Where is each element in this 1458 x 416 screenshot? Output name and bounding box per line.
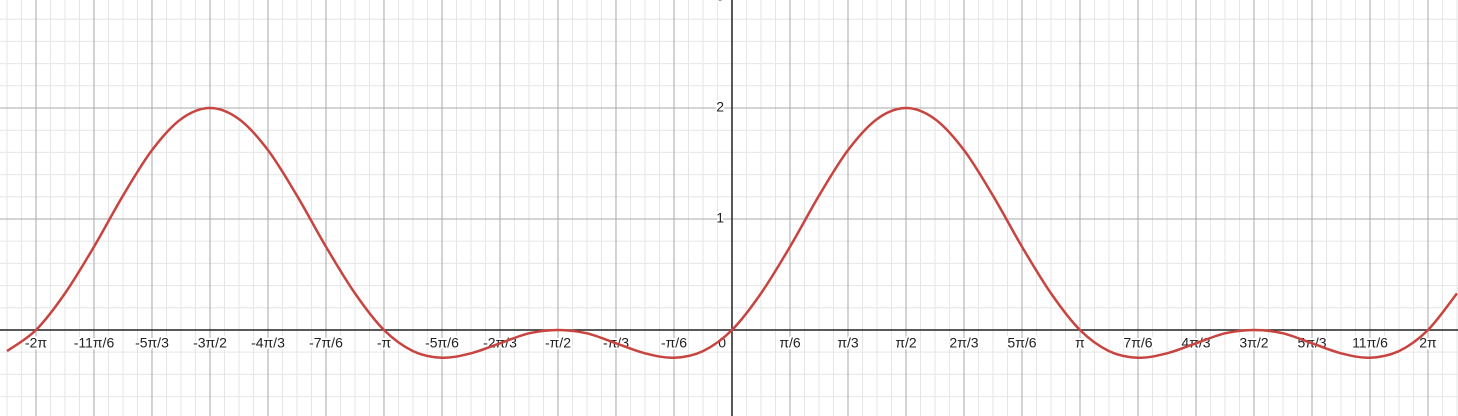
x-tick-label: π/2 [895, 335, 917, 351]
x-tick-label: 2π/3 [949, 335, 978, 351]
x-tick-label: -4π/3 [251, 335, 285, 351]
x-tick-label: -π [377, 335, 392, 351]
x-tick-label: -7π/6 [309, 335, 343, 351]
x-tick-label: π/3 [837, 335, 859, 351]
y-tick-label: 1 [716, 210, 724, 226]
x-tick-label: 2π [1419, 335, 1437, 351]
x-tick-label: 5π/6 [1007, 335, 1036, 351]
x-tick-label: π/6 [779, 335, 801, 351]
x-tick-label: π [1075, 335, 1085, 351]
x-tick-label: -π/6 [661, 335, 687, 351]
y-tick-label: 3 [716, 0, 724, 4]
x-tick-label: -11π/6 [74, 335, 115, 351]
x-tick-label: -3π/2 [193, 335, 227, 351]
x-tick-label: -5π/6 [425, 335, 459, 351]
x-tick-label: 7π/6 [1123, 335, 1152, 351]
x-tick-label: 3π/2 [1239, 335, 1268, 351]
curve [6, 106, 1458, 359]
x-tick-label: 11π/6 [1352, 335, 1388, 351]
x-tick-label: -2π [25, 335, 47, 351]
x-tick-label: -π/2 [545, 335, 571, 351]
y-tick-label: 2 [716, 99, 724, 115]
x-tick-label: -5π/3 [135, 335, 169, 351]
